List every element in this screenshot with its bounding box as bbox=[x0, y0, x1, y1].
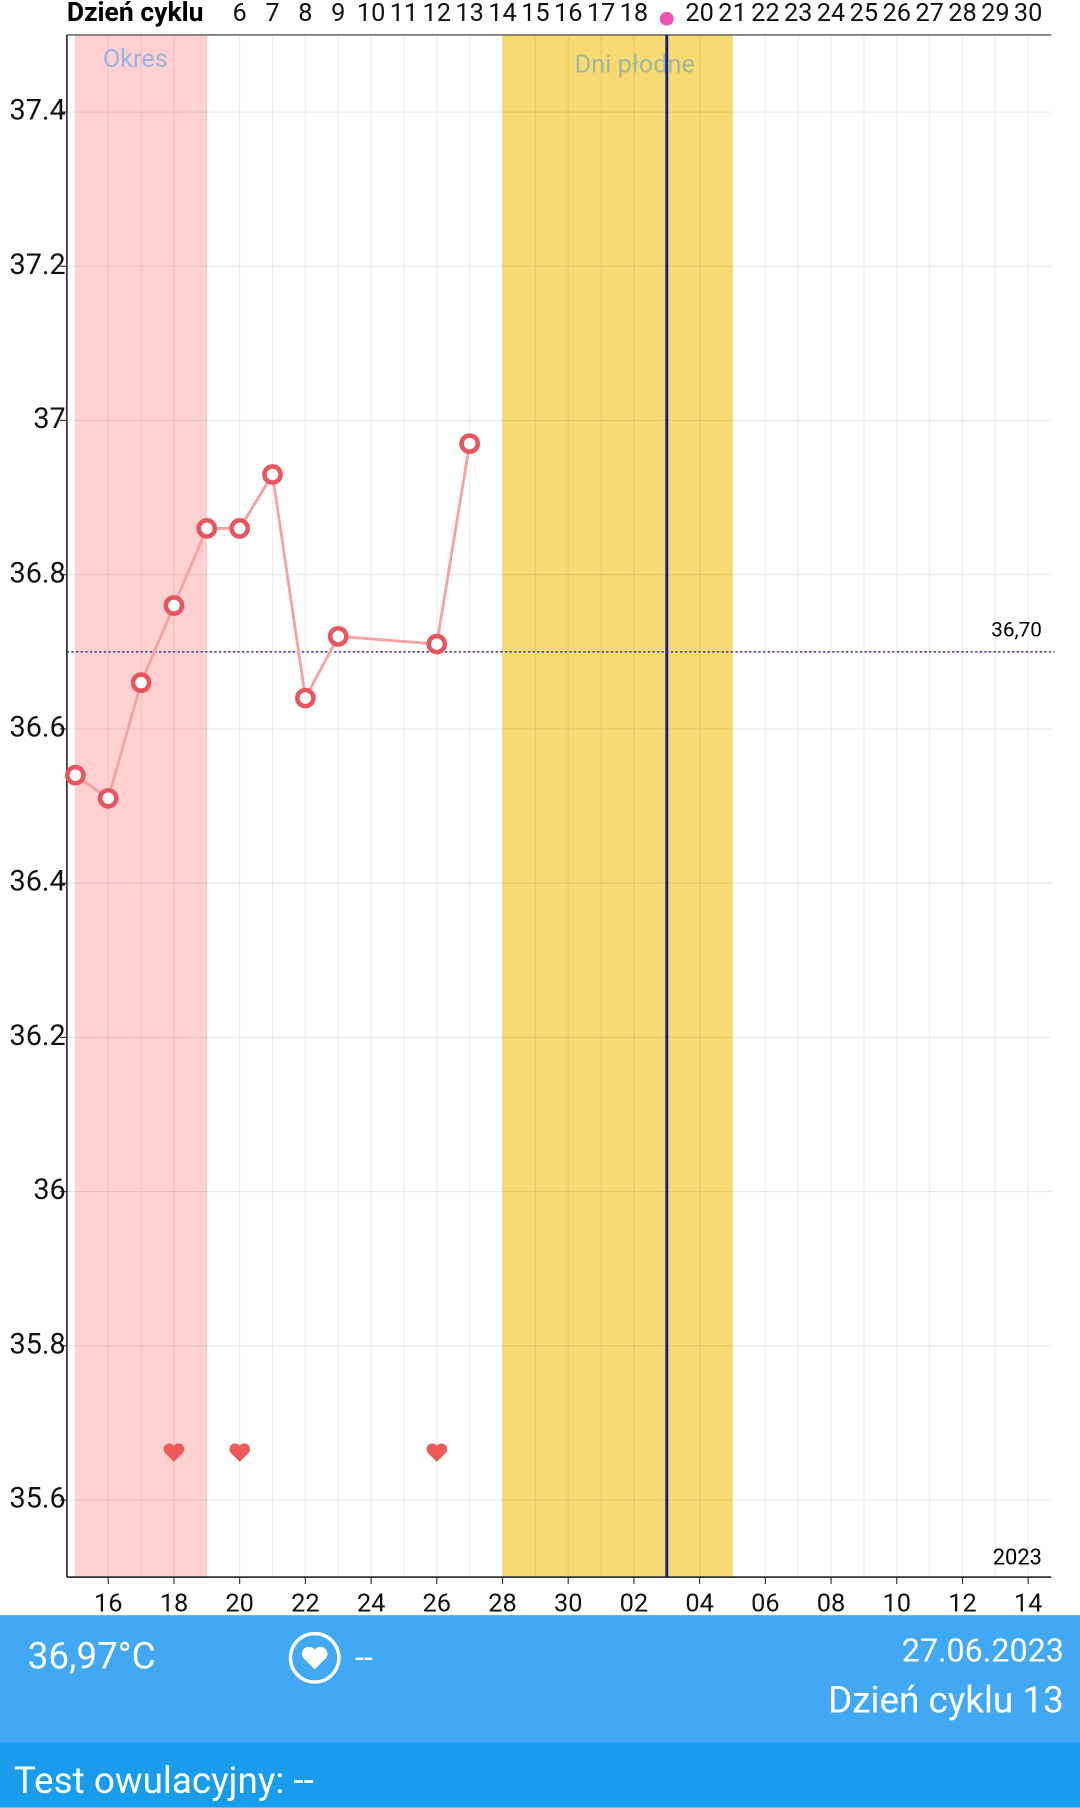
temperature-point bbox=[459, 433, 481, 454]
y-tick-label: 37.4 bbox=[10, 94, 66, 128]
x-tick-label: 18 bbox=[160, 1588, 189, 1618]
y-tick-label: 36.6 bbox=[10, 711, 66, 745]
x2-tick-label: 30 bbox=[1014, 0, 1042, 28]
x2-tick-label: 9 bbox=[331, 0, 345, 28]
x2-tick-label: 23 bbox=[784, 0, 813, 28]
band-label: Okres bbox=[103, 44, 168, 74]
ovulation-dot bbox=[659, 11, 674, 26]
x2-tick-label: 10 bbox=[357, 0, 385, 28]
heart bbox=[163, 1443, 185, 1462]
temperature-point bbox=[295, 687, 316, 709]
x2-tick-label: 6 bbox=[233, 0, 247, 28]
reference-label: 36,70 bbox=[991, 619, 1042, 643]
x2-tick-label: 26 bbox=[883, 0, 912, 28]
heart bbox=[426, 1443, 448, 1462]
y-tick-label: 36.8 bbox=[10, 556, 66, 590]
heart-icon[interactable] bbox=[288, 1631, 341, 1684]
temperature-point bbox=[130, 672, 152, 694]
x-tick-label: 24 bbox=[357, 1588, 385, 1618]
temperature-point bbox=[163, 595, 185, 616]
x2-tick-label: 13 bbox=[455, 0, 484, 28]
y-tick-label: 37 bbox=[33, 402, 65, 436]
x-tick-label: 28 bbox=[488, 1588, 517, 1618]
chart: 35.6 35.8 36 36.2 36.4 36.6 36.8 37 37.2 37.4 Okre… bbox=[10, 0, 1055, 1618]
temperature-point bbox=[327, 626, 349, 647]
x-tick-label: 10 bbox=[883, 1588, 912, 1618]
ovulation-test[interactable]: Test owulacyjny: -- bbox=[14, 1760, 314, 1803]
x2-tick-label: 21 bbox=[718, 0, 747, 28]
x2-tick-label: 24 bbox=[817, 0, 846, 28]
temperature-point bbox=[229, 518, 251, 539]
band bbox=[75, 34, 207, 1578]
date: 27.06.2023 bbox=[902, 1632, 1064, 1670]
x2-tick-label: 16 bbox=[554, 0, 583, 28]
x-tick-label: 04 bbox=[685, 1588, 713, 1618]
y-tick-label: 35.6 bbox=[10, 1482, 66, 1516]
x2-tick-label: 20 bbox=[685, 0, 713, 28]
x-tick-label: 26 bbox=[423, 1588, 451, 1618]
cycle-day: Dzień cyklu 13 bbox=[828, 1680, 1064, 1723]
x2-tick-label: 27 bbox=[915, 0, 944, 28]
band bbox=[502, 34, 733, 1578]
x2-tick-label: 25 bbox=[850, 0, 878, 28]
intercourse-value: -- bbox=[355, 1639, 373, 1677]
band-label: Dni płodne bbox=[575, 50, 695, 80]
x-tick-label: 02 bbox=[620, 1588, 649, 1618]
year-label: 2023 bbox=[993, 1545, 1042, 1570]
x2-tick-label: 15 bbox=[521, 0, 550, 28]
x-tick-label: 08 bbox=[817, 1588, 846, 1618]
x-tick-label: 06 bbox=[751, 1588, 780, 1618]
y-tick-label: 37.2 bbox=[10, 248, 66, 282]
x2-tick-label: 18 bbox=[620, 0, 649, 28]
x2-tick-label: 22 bbox=[751, 0, 780, 28]
x2-tick-label: 11 bbox=[390, 0, 419, 28]
x2-tick-label: 14 bbox=[488, 0, 517, 28]
heart bbox=[229, 1443, 251, 1462]
x2-tick-label: 12 bbox=[423, 0, 451, 28]
temperature-point bbox=[426, 633, 448, 655]
temperature-point bbox=[196, 518, 218, 539]
x-tick-label: 16 bbox=[94, 1588, 123, 1618]
x-title: Dzień cyklu bbox=[67, 0, 204, 28]
x2-tick-label: 8 bbox=[298, 0, 312, 28]
y-tick-label: 35.8 bbox=[10, 1327, 66, 1361]
y-tick-label: 36.2 bbox=[10, 1019, 66, 1053]
x-tick-label: 22 bbox=[291, 1588, 320, 1618]
temperature-point bbox=[262, 464, 283, 485]
temperature-point bbox=[65, 764, 86, 786]
x-tick-label: 30 bbox=[554, 1588, 583, 1618]
x2-tick-label: 17 bbox=[587, 0, 616, 28]
temperature-point bbox=[97, 787, 119, 809]
x2-tick-label: 7 bbox=[265, 0, 279, 28]
y-tick-label: 36 bbox=[33, 1173, 65, 1207]
test-bar[interactable] bbox=[0, 1741, 1080, 1808]
x-tick-label: 12 bbox=[948, 1588, 977, 1618]
x2-tick-label: 28 bbox=[948, 0, 977, 28]
x2-tick-label: 29 bbox=[981, 0, 1010, 28]
y-tick-label: 36.4 bbox=[10, 865, 66, 899]
x-tick-label: 14 bbox=[1014, 1588, 1042, 1618]
temperature: 36,97°C bbox=[28, 1636, 156, 1679]
x-tick-label: 20 bbox=[225, 1588, 254, 1618]
summary-bar bbox=[0, 1615, 1080, 1742]
